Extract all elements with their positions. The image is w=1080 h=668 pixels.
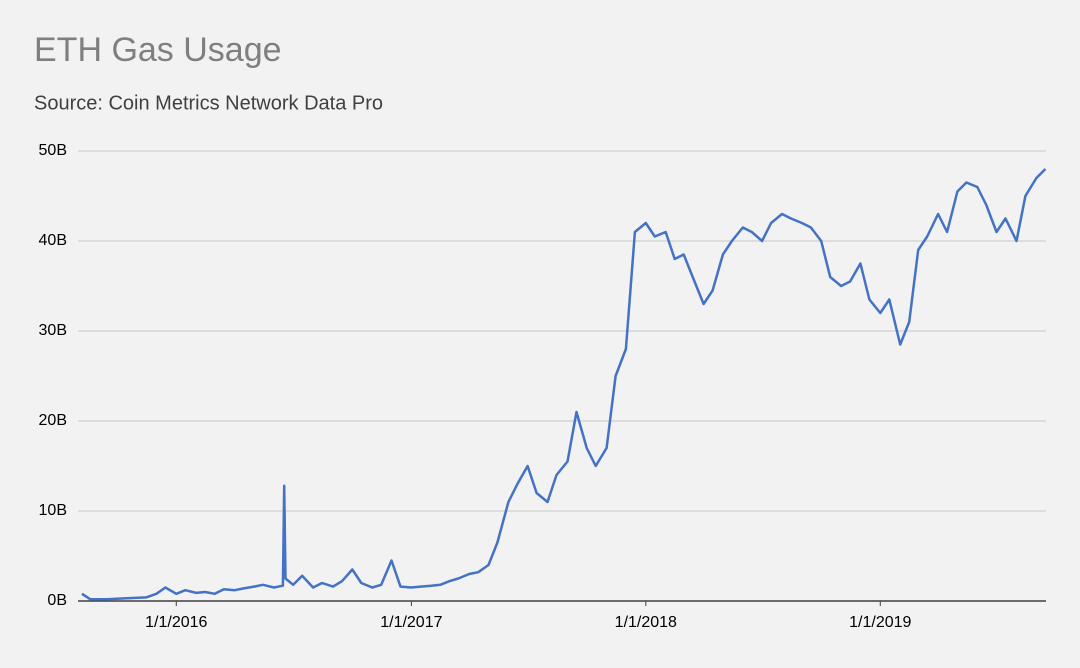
x-tick-label: 1/1/2016	[145, 614, 207, 631]
y-tick-label: 40B	[39, 232, 67, 249]
y-tick-label: 0B	[47, 592, 67, 609]
y-tick-label: 50B	[39, 142, 67, 159]
chart-title: ETH Gas Usage	[34, 31, 282, 69]
x-tick-label: 1/1/2018	[615, 614, 677, 631]
chart-subtitle: Source: Coin Metrics Network Data Pro	[34, 92, 383, 114]
grid: 0B 10B 20B 30B 40B 50B 1/1/2016 1/1/2017 1/1/201…	[39, 142, 1046, 631]
y-tick-label: 30B	[39, 322, 67, 339]
x-tick-label: 1/1/2019	[849, 614, 911, 631]
data-line	[81, 168, 1047, 601]
y-tick-label: 10B	[39, 502, 67, 519]
plot	[81, 168, 1047, 601]
y-tick-label: 20B	[39, 412, 67, 429]
x-tick-label: 1/1/2017	[380, 614, 442, 631]
